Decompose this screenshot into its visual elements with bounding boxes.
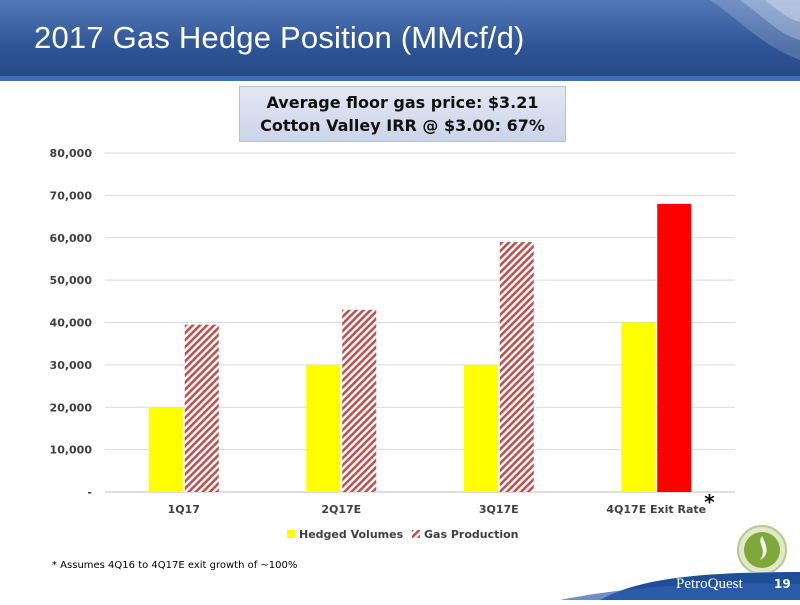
y-tick-label: 10,000 xyxy=(50,444,93,457)
footnote: * Assumes 4Q16 to 4Q17E exit growth of ~… xyxy=(52,560,298,571)
y-tick-label: 50,000 xyxy=(50,274,93,287)
legend-swatch-production xyxy=(412,530,420,538)
hedged-volume-bar xyxy=(621,322,656,492)
x-category-label: 1Q17 xyxy=(168,503,200,516)
y-tick-label: 30,000 xyxy=(50,359,93,372)
hedged-volume-bar xyxy=(463,364,498,492)
title-bar: 2017 Gas Hedge Position (MMcf/d) xyxy=(0,0,800,76)
gas-production-bar xyxy=(499,241,534,492)
legend-label-production: Gas Production xyxy=(424,528,519,541)
gas-production-bar xyxy=(342,309,377,492)
legend-label-hedged: Hedged Volumes xyxy=(299,528,404,541)
y-tick-label: 70,000 xyxy=(50,189,93,202)
legend-swatch-hedged xyxy=(287,530,295,538)
callout-irr: Cotton Valley IRR @ $3.00: 67% xyxy=(260,116,545,135)
price-callout-box: Average floor gas price: $3.21 Cotton Va… xyxy=(239,86,566,142)
page-title: 2017 Gas Hedge Position (MMcf/d) xyxy=(34,20,525,55)
y-tick-label: 40,000 xyxy=(50,317,93,330)
x-category-label: 4Q17E Exit Rate xyxy=(606,503,706,516)
page-number: 19 xyxy=(774,577,791,591)
y-tick-label: 80,000 xyxy=(50,147,93,160)
hedged-volume-bar xyxy=(148,407,183,492)
gas-production-bar xyxy=(184,324,219,492)
y-tick-label: - xyxy=(87,486,92,499)
x-category-label: 3Q17E xyxy=(479,503,519,516)
chart-legend: Hedged Volumes Gas Production xyxy=(287,528,519,541)
y-tick-label: 60,000 xyxy=(50,232,93,245)
footer-bar xyxy=(0,568,800,600)
x-category-label: 2Q17E xyxy=(321,503,361,516)
callout-floor-price: Average floor gas price: $3.21 xyxy=(266,93,539,112)
y-tick-label: 20,000 xyxy=(50,401,93,414)
flame-logo-icon xyxy=(737,525,787,572)
swoosh-decoration-icon xyxy=(710,0,800,60)
chart-bars xyxy=(148,203,692,492)
petroquest-logo: PetroQuest xyxy=(676,576,743,592)
x-axis-categories: 1Q17 2Q17E 3Q17E 4Q17E Exit Rate* xyxy=(168,490,716,516)
exit-rate-asterisk: * xyxy=(704,490,715,514)
y-axis-ticks: - 10,000 20,000 30,000 40,000 50,000 60,000 70,… xyxy=(50,147,93,499)
header-divider xyxy=(0,76,800,81)
hedged-volume-bar xyxy=(306,364,341,492)
gas-production-bar xyxy=(657,203,692,492)
